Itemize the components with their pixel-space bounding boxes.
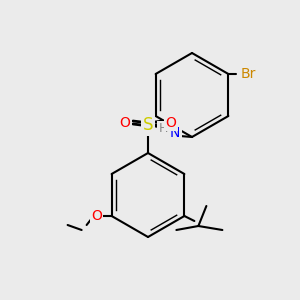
- Text: O: O: [166, 116, 176, 130]
- Text: Br: Br: [241, 67, 256, 81]
- Text: S: S: [143, 116, 153, 134]
- Text: O: O: [120, 116, 130, 130]
- Text: O: O: [91, 209, 102, 223]
- Text: N: N: [170, 126, 180, 140]
- Text: H: H: [158, 122, 168, 136]
